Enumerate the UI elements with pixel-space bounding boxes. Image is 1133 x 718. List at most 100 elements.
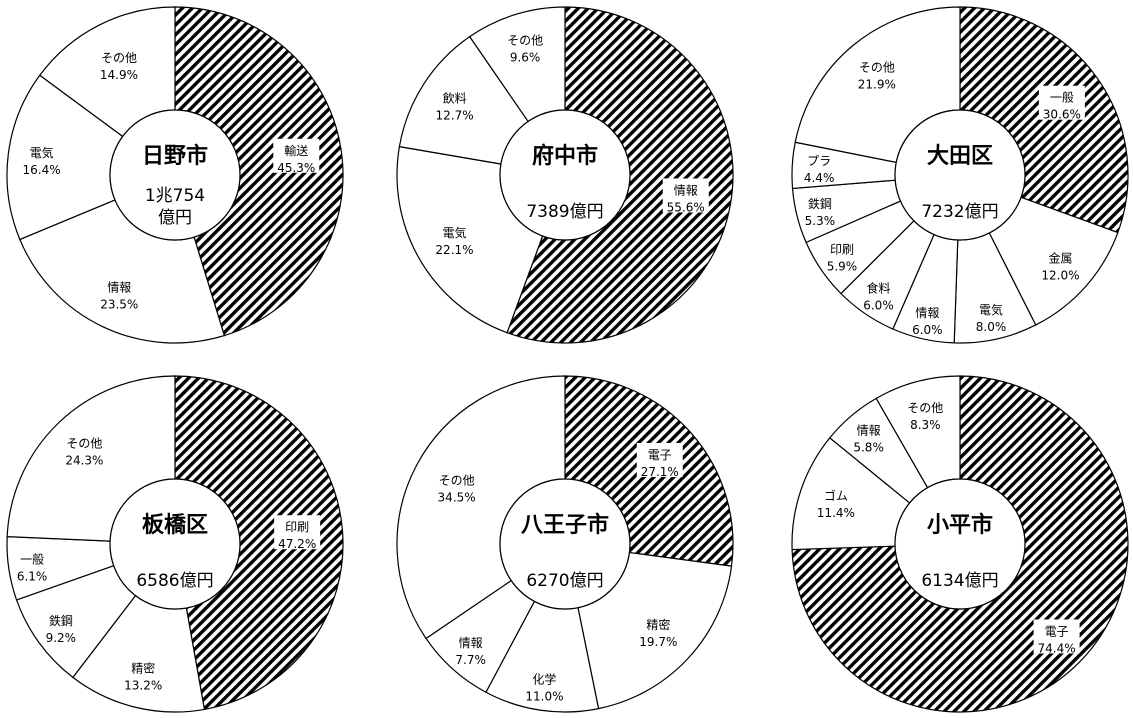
chart-total: 1兆754 (145, 186, 205, 206)
slice-name: 輸送 (284, 143, 308, 158)
slice-label-bg (636, 442, 683, 477)
slice-percent: 45.3% (277, 161, 315, 175)
chart-title: 大田区 (927, 144, 993, 169)
slice-name: 情報 (857, 423, 881, 437)
chart-total: 6270億円 (526, 571, 603, 591)
slice-percent: 16.4% (23, 163, 61, 177)
slice-label-bg (662, 178, 709, 213)
slice-name: 電気 (979, 302, 1003, 317)
slice-label-bg (273, 138, 320, 173)
slice-percent: 19.7% (639, 635, 677, 649)
slice-label-3-5: 食料 6.0% (863, 280, 894, 312)
slice-percent: 14.9% (100, 68, 138, 82)
slice-percent: 13.2% (124, 679, 162, 693)
slice-percent: 11.0% (525, 689, 563, 703)
slice-label-2-4: その他 9.6% (507, 34, 543, 65)
chart-total: 6586億円 (136, 571, 213, 591)
slice-name: 食料 (866, 280, 890, 295)
slice-name: 印刷 (830, 242, 854, 256)
slice-percent: 47.2% (278, 537, 316, 551)
chart-total: 7389億円 (526, 202, 603, 222)
donut-chart-6: 電子 74.4% ゴム 11.4% 情報 5.8% その他 8.3% 小平市 6134億円 (791, 375, 1129, 713)
slice-label-5-5: その他 34.5% (438, 474, 476, 505)
donut-chart-4: 印刷 47.2% 精密 13.2% 鉄鋼 9.2% 一般 6.1% その他 24.3% 板橋区 658… (6, 375, 344, 713)
slice-name: 金属 (1048, 250, 1072, 265)
slice-label-2-3: 飲料 12.7% (436, 90, 474, 122)
slice-name: 情報 (674, 183, 698, 197)
slice-label-4-2: 精密 13.2% (124, 661, 162, 693)
slice-name: ゴム (824, 488, 848, 503)
donut-hole (894, 109, 1026, 241)
chart-total: 億円 (158, 208, 192, 228)
slice-label-3-9: その他 21.9% (858, 61, 896, 92)
slice-name: 情報 (459, 636, 483, 650)
slice-percent: 55.6% (667, 200, 705, 214)
slice-name: その他 (907, 401, 943, 415)
slice-label-bg (274, 515, 321, 550)
donut-hole (499, 478, 631, 610)
chart-total: 6134億円 (921, 571, 998, 591)
slice-percent: 5.8% (853, 440, 884, 454)
slice-label-bg (1033, 619, 1080, 654)
slice-percent: 23.5% (100, 298, 138, 312)
slice-percent: 9.2% (46, 631, 77, 645)
slice-percent: 8.0% (976, 320, 1007, 334)
donut-chart-3: 一般 30.6% 金属 12.0% 電気 8.0% 情報 6.0% 食料 6.0% 印刷 5.9% 鉄鋼… (791, 6, 1129, 344)
slice-label-1-3: 電気 16.4% (23, 145, 61, 177)
slice-percent: 74.4% (1038, 641, 1076, 655)
slice-label-4-3: 鉄鋼 9.2% (46, 613, 77, 645)
slice-label-4-5: その他 24.3% (65, 436, 103, 467)
slice-label-3-4: 情報 6.0% (912, 306, 943, 337)
slice-label-5-2: 精密 19.7% (639, 617, 677, 649)
slice-label-1-2: 情報 23.5% (100, 281, 138, 312)
donut-hole (109, 109, 241, 241)
slice-percent: 21.9% (858, 78, 896, 92)
slice-percent: 5.3% (805, 214, 836, 228)
slice-percent: 6.0% (912, 323, 943, 337)
chart-title: 小平市 (927, 512, 993, 538)
chart-title: 板橋区 (142, 513, 208, 538)
slice-name: 精密 (131, 661, 155, 676)
slice-name: 精密 (646, 617, 670, 632)
slice-name: 一般 (20, 551, 44, 566)
slice-name: その他 (66, 436, 102, 450)
slice-name: その他 (439, 474, 475, 488)
slice-label-6-1: 電子 74.4% (1038, 624, 1076, 655)
slice-label-3-6: 印刷 5.9% (827, 242, 858, 273)
slice-label-5-1: 電子 27.1% (641, 448, 679, 479)
slice-label-bg (1038, 85, 1085, 120)
slice-name: 電気 (442, 225, 466, 240)
chart-title: 八王子市 (521, 512, 609, 538)
slice-name: 情報 (915, 306, 939, 320)
slice-label-3-3: 電気 8.0% (976, 302, 1007, 334)
chart-title: 日野市 (142, 143, 208, 169)
slice-percent: 4.4% (804, 171, 835, 185)
donut-hole (499, 109, 631, 241)
slice-percent: 7.7% (455, 653, 486, 667)
slice-label-3-2: 金属 12.0% (1041, 250, 1079, 282)
slice-name: 鉄鋼 (808, 196, 832, 211)
slice-percent: 8.3% (910, 418, 941, 432)
slice-label-6-4: その他 8.3% (907, 401, 943, 432)
slice-percent: 22.1% (435, 243, 473, 257)
slice-name: その他 (507, 34, 543, 48)
slice-percent: 6.1% (17, 569, 48, 583)
slice-name: 電気 (30, 145, 54, 160)
slice-percent: 12.0% (1041, 268, 1079, 282)
slice-label-6-3: 情報 5.8% (853, 423, 884, 454)
slice-percent: 5.9% (827, 259, 858, 273)
slice-percent: 30.6% (1043, 108, 1081, 122)
slice-percent: 12.7% (436, 108, 474, 122)
slice-name: 電子 (1045, 624, 1069, 638)
slice-percent: 9.6% (510, 51, 541, 65)
slice-percent: 11.4% (817, 506, 855, 520)
donut-chart-5: 電子 27.1% 精密 19.7% 化学 11.0% 情報 7.7% その他 34.5% 八王子市 6… (396, 375, 734, 713)
slice-name: 印刷 (285, 520, 309, 534)
slice-label-5-4: 情報 7.7% (455, 636, 486, 667)
slice-name: その他 (859, 61, 895, 75)
slice-label-6-2: ゴム 11.4% (817, 488, 855, 520)
slice-name: プラ (807, 154, 831, 168)
slice-name: その他 (101, 51, 137, 65)
slice-name: 電子 (648, 448, 672, 462)
slice-name: 鉄鋼 (49, 613, 73, 628)
